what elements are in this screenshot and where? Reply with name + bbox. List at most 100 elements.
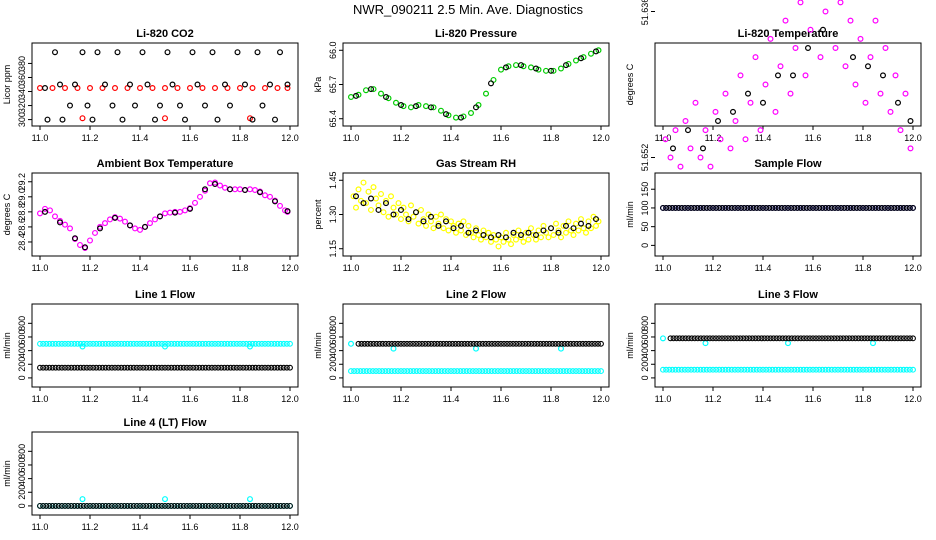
- data-point: [516, 340, 523, 347]
- data-point: [803, 335, 810, 342]
- data-point: [756, 204, 763, 211]
- data-point: [101, 220, 108, 227]
- data-point: [287, 364, 293, 371]
- data-point: [512, 236, 519, 243]
- data-point: [897, 127, 904, 134]
- data-point: [501, 340, 507, 347]
- data-point: [240, 502, 247, 509]
- data-point: [577, 55, 584, 62]
- data-point: [108, 364, 115, 371]
- data-point: [900, 204, 907, 211]
- data-point: [508, 241, 515, 248]
- y-axis-label: ml/min: [2, 332, 12, 359]
- data-point: [588, 340, 595, 347]
- data-point: [579, 340, 586, 347]
- y-tick-label: 0: [640, 243, 650, 248]
- data-point: [237, 85, 244, 92]
- data-point: [875, 204, 882, 211]
- data-point: [390, 204, 397, 211]
- chart-title: Gas Stream RH: [436, 158, 516, 170]
- data-point: [669, 204, 676, 211]
- data-point: [242, 81, 249, 88]
- data-point: [716, 204, 723, 211]
- chart-rh: Gas Stream RH percent 1.15 1.30 1.45 11.0 11.2…: [313, 158, 610, 273]
- data-point: [272, 116, 279, 123]
- data-point: [517, 62, 524, 69]
- data-point: [277, 502, 284, 509]
- data-point: [258, 364, 265, 371]
- data-point: [694, 335, 701, 342]
- data-point: [819, 366, 826, 373]
- data-point: [841, 366, 848, 373]
- data-point: [205, 502, 212, 509]
- data-point: [283, 364, 290, 371]
- x-tick-label: 11.2: [705, 394, 722, 404]
- data-point: [40, 364, 47, 371]
- y-tick-label: 400: [17, 343, 27, 358]
- data-point: [885, 204, 891, 211]
- data-point: [445, 227, 452, 234]
- data-point: [465, 229, 472, 236]
- data-point: [165, 502, 172, 509]
- data-point: [177, 340, 184, 347]
- data-point: [37, 340, 43, 347]
- x-tick-label: 11.6: [805, 133, 822, 143]
- data-point: [115, 364, 122, 371]
- data-point: [777, 63, 784, 70]
- data-point: [803, 366, 810, 373]
- data-point: [137, 364, 143, 371]
- data-point: [530, 232, 537, 239]
- data-point: [473, 340, 480, 347]
- data-point: [139, 49, 146, 56]
- data-point: [722, 204, 729, 211]
- data-point: [283, 502, 290, 509]
- data-point: [713, 335, 719, 342]
- data-point: [828, 204, 835, 211]
- data-point: [888, 335, 895, 342]
- data-point: [564, 340, 571, 347]
- data-point: [162, 340, 168, 347]
- plot-frame: [342, 42, 610, 127]
- data-point: [408, 104, 415, 111]
- data-point: [688, 366, 695, 373]
- chart-title: Sample Flow: [754, 158, 822, 170]
- data-point: [582, 368, 589, 375]
- data-point: [567, 340, 574, 347]
- data-point: [455, 340, 462, 347]
- data-point: [109, 102, 116, 109]
- y-axis-label: ml/min: [625, 201, 635, 228]
- data-point: [252, 502, 259, 509]
- data-point: [853, 366, 860, 373]
- data-point: [230, 364, 237, 371]
- data-point: [267, 81, 274, 88]
- chart-title: Line 1 Flow: [135, 289, 195, 301]
- data-point: [746, 335, 753, 342]
- data-point: [782, 335, 789, 342]
- data-point: [872, 17, 879, 24]
- data-point: [89, 116, 96, 123]
- data-point: [468, 229, 475, 236]
- data-point: [728, 335, 735, 342]
- data-point: [140, 502, 147, 509]
- data-point: [864, 63, 871, 70]
- data-point: [65, 340, 72, 347]
- data-point: [43, 340, 50, 347]
- data-point: [450, 222, 457, 229]
- x-tick-label: 11.6: [493, 394, 510, 404]
- data-point: [461, 340, 468, 347]
- data-point: [140, 364, 147, 371]
- data-point: [507, 340, 514, 347]
- data-point: [666, 366, 673, 373]
- data-point: [426, 368, 433, 375]
- data-point: [254, 49, 261, 56]
- data-point: [662, 136, 669, 143]
- data-point: [722, 335, 729, 342]
- data-point: [772, 108, 779, 115]
- data-point: [385, 368, 392, 375]
- data-point: [96, 364, 103, 371]
- data-point: [570, 232, 577, 239]
- data-point: [510, 368, 517, 375]
- data-point: [678, 204, 685, 211]
- data-point: [274, 85, 281, 92]
